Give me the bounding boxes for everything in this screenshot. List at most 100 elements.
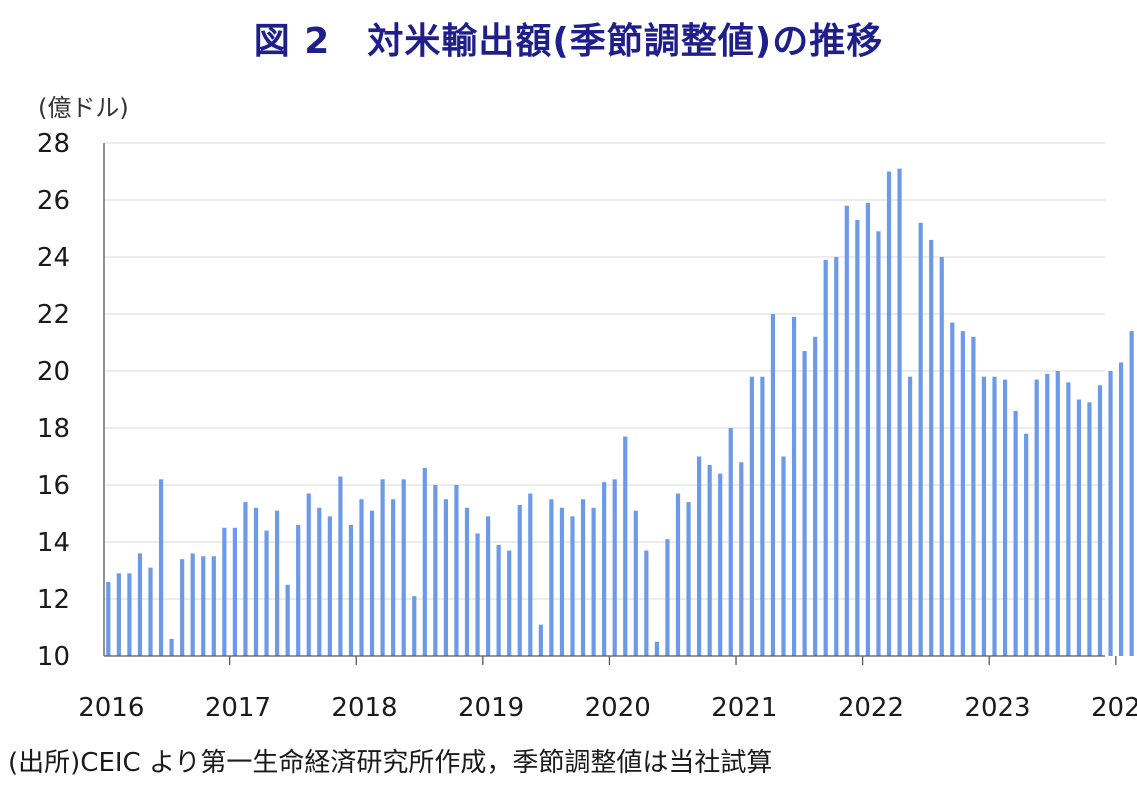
bar [602,482,607,656]
bar [971,336,976,656]
bar [232,527,237,656]
bar [158,479,164,656]
bar [1024,433,1029,656]
bar [211,556,216,656]
bar [675,493,681,656]
bar [1097,385,1103,656]
x-tick-label: 2023 [964,693,1030,723]
bar [327,516,332,656]
bar [496,544,501,656]
bar [855,219,860,656]
y-tick-label: 18 [37,414,70,444]
bar [760,376,765,656]
bar [770,314,776,656]
bar [486,516,491,656]
bar [412,596,417,656]
bar [707,465,712,656]
bar [739,462,744,656]
bar [697,456,702,656]
bar [728,428,733,656]
bar [433,485,438,656]
bar [908,376,913,656]
bar [190,553,195,656]
y-tick-label: 14 [37,528,70,558]
bar [222,527,227,656]
y-tick-label: 22 [37,300,70,330]
bar [538,624,543,656]
bar [559,507,565,656]
bar [665,539,670,656]
bars [106,168,1134,657]
bar [1108,371,1113,656]
bar [612,479,617,656]
bar [401,479,406,656]
bar [644,550,649,656]
bar [844,205,849,656]
bar [422,467,427,656]
bar [981,376,987,656]
bar [929,239,934,656]
bar [813,336,818,656]
bar [180,559,185,656]
bar [443,499,448,656]
bar [950,322,955,656]
bar [116,573,121,656]
bar [454,485,459,656]
bar [285,584,290,656]
bar [275,510,280,656]
bar [549,499,554,656]
bar [1087,402,1092,656]
bar [633,510,638,656]
bar [464,507,470,656]
bar [253,507,259,656]
y-tick-label: 28 [37,129,70,159]
y-tick-label: 12 [37,585,70,615]
bar [243,502,248,656]
bar [591,507,596,656]
y-tick-label: 10 [37,642,70,672]
y-axis-unit-label: (億ドル) [38,94,129,122]
x-tick-label: 2018 [331,693,397,723]
bar [1045,373,1050,656]
bar [1119,362,1124,656]
x-tick-label: 2024 [1091,693,1137,723]
bar [127,573,132,656]
bar [654,641,659,656]
bar [897,168,902,656]
bar [623,436,628,656]
y-tick-labels: 10 12 14 16 18 20 22 24 26 28 [37,129,70,672]
bar [823,259,828,656]
bar [992,376,997,656]
bar [380,479,385,656]
bar [570,516,575,656]
bar [148,567,153,656]
x-tick-label: 2022 [838,693,904,723]
y-tick-label: 16 [37,471,70,501]
bar [264,530,269,656]
bar [137,553,143,656]
bar [528,493,533,656]
bar [580,499,586,656]
x-tick-label: 2021 [711,693,777,723]
bar [1002,379,1008,656]
bar [1076,399,1081,656]
bar [106,581,111,656]
bar [749,376,754,656]
source-note: (出所)CEIC より第一生命経済研究所作成，季節調整値は当社試算 [8,748,773,778]
bar [296,524,301,656]
bar [1066,382,1071,656]
axes [103,143,1117,665]
bar [338,476,343,656]
bar [960,331,965,656]
bar [391,499,396,656]
bar [507,550,512,656]
x-tick-label: 2019 [458,693,524,723]
bar [939,257,944,656]
chart-title: 図 2 対米輸出額(季節調整値)の推移 [253,21,884,62]
bar [1055,371,1060,656]
bar [802,351,807,656]
bar [791,316,797,656]
bar [918,222,923,657]
y-tick-label: 24 [37,243,70,273]
